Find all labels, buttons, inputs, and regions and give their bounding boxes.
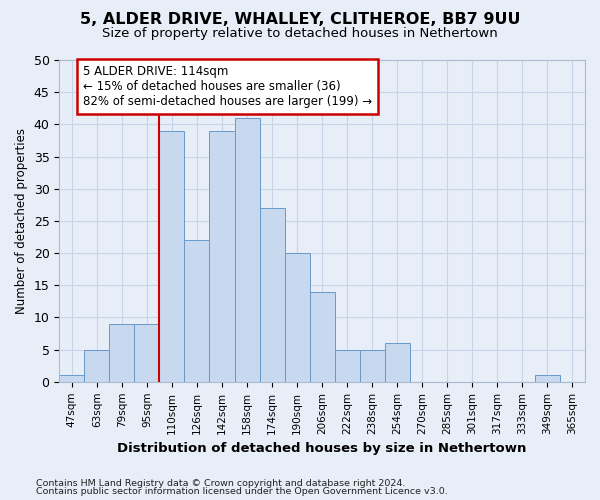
Text: Contains public sector information licensed under the Open Government Licence v3: Contains public sector information licen… [36,487,448,496]
Bar [535,376,560,382]
Bar [134,324,160,382]
Bar [385,343,410,382]
Y-axis label: Number of detached properties: Number of detached properties [15,128,28,314]
Text: 5, ALDER DRIVE, WHALLEY, CLITHEROE, BB7 9UU: 5, ALDER DRIVE, WHALLEY, CLITHEROE, BB7 … [80,12,520,28]
Bar [359,350,385,382]
Bar [310,292,335,382]
Text: Size of property relative to detached houses in Nethertown: Size of property relative to detached ho… [102,28,498,40]
Bar [284,253,310,382]
Bar [59,376,85,382]
Text: Contains HM Land Registry data © Crown copyright and database right 2024.: Contains HM Land Registry data © Crown c… [36,478,406,488]
Bar [85,350,109,382]
Bar [184,240,209,382]
Text: 5 ALDER DRIVE: 114sqm
← 15% of detached houses are smaller (36)
82% of semi-deta: 5 ALDER DRIVE: 114sqm ← 15% of detached … [83,65,372,108]
Bar [109,324,134,382]
Bar [235,118,260,382]
Bar [160,131,184,382]
Bar [260,208,284,382]
Bar [209,131,235,382]
X-axis label: Distribution of detached houses by size in Nethertown: Distribution of detached houses by size … [118,442,527,455]
Bar [335,350,359,382]
